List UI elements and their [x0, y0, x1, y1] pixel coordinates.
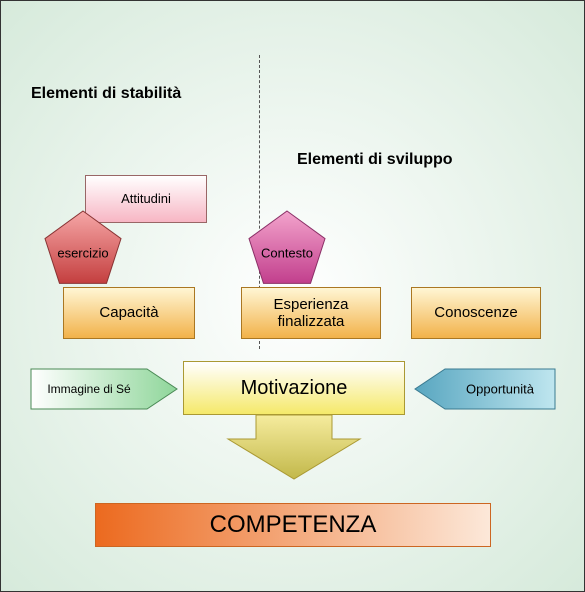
svg-text:esercizio: esercizio	[57, 245, 108, 260]
development-heading: Elementi di sviluppo	[297, 151, 453, 169]
opportunita-arrow: Opportunità	[415, 369, 555, 409]
svg-text:Opportunità: Opportunità	[466, 381, 535, 396]
competenza-box: COMPETENZA	[95, 503, 491, 547]
immagine-arrow: Immagine di Sé	[31, 369, 177, 409]
esercizio-pentagon: esercizio	[39, 207, 127, 295]
svg-text:Contesto: Contesto	[261, 245, 313, 260]
svg-text:Immagine di Sé: Immagine di Sé	[47, 382, 131, 396]
contesto-pentagon: Contesto	[243, 207, 331, 295]
conoscenze-box: Conoscenze	[411, 287, 541, 339]
diagram-canvas: Elementi di stabilità Elementi di svilupp…	[0, 0, 585, 592]
stability-heading: Elementi di stabilità	[31, 85, 181, 103]
down-arrow	[228, 415, 360, 479]
motivazione-box: Motivazione	[183, 361, 405, 415]
